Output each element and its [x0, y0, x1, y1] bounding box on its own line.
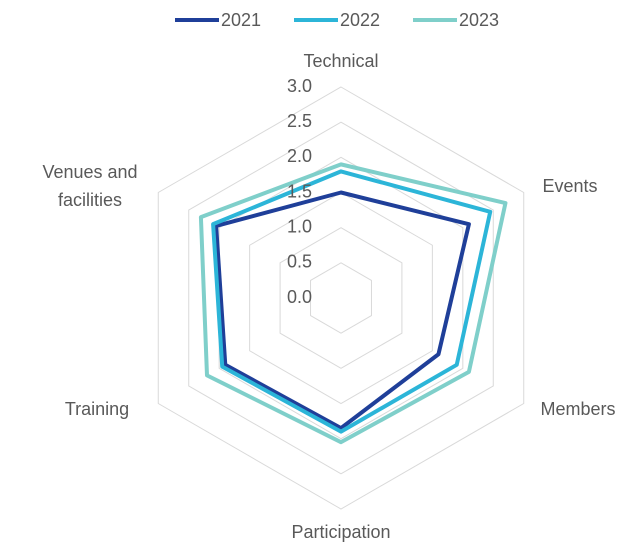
tick-label: 2.0 [287, 146, 312, 166]
category-label: Training [65, 399, 129, 419]
tick-label: 3.0 [287, 76, 312, 96]
grid-ring [249, 191, 433, 405]
tick-label: 0.5 [287, 252, 312, 272]
legend-label: 2023 [459, 10, 499, 30]
tick-label: 0.0 [287, 287, 312, 307]
category-label: Venues and facilities [42, 162, 138, 210]
grid-ring [188, 121, 494, 475]
grid-ring [218, 156, 464, 440]
legend-label: 2021 [221, 10, 261, 30]
series-line [211, 169, 493, 434]
category-label: Technical [303, 51, 378, 71]
series-line [198, 162, 508, 445]
series-line [214, 190, 471, 431]
category-label: Events [542, 176, 597, 196]
tick-label: 1.0 [287, 216, 312, 236]
grid-ring [310, 262, 372, 334]
tick-label: 2.5 [287, 111, 312, 131]
grid-ring [157, 86, 525, 510]
grid-ring [279, 227, 403, 369]
category-label: Participation [291, 522, 390, 542]
legend-label: 2022 [340, 10, 380, 30]
category-label: Members [540, 399, 615, 419]
tick-label: 1.5 [287, 181, 312, 201]
